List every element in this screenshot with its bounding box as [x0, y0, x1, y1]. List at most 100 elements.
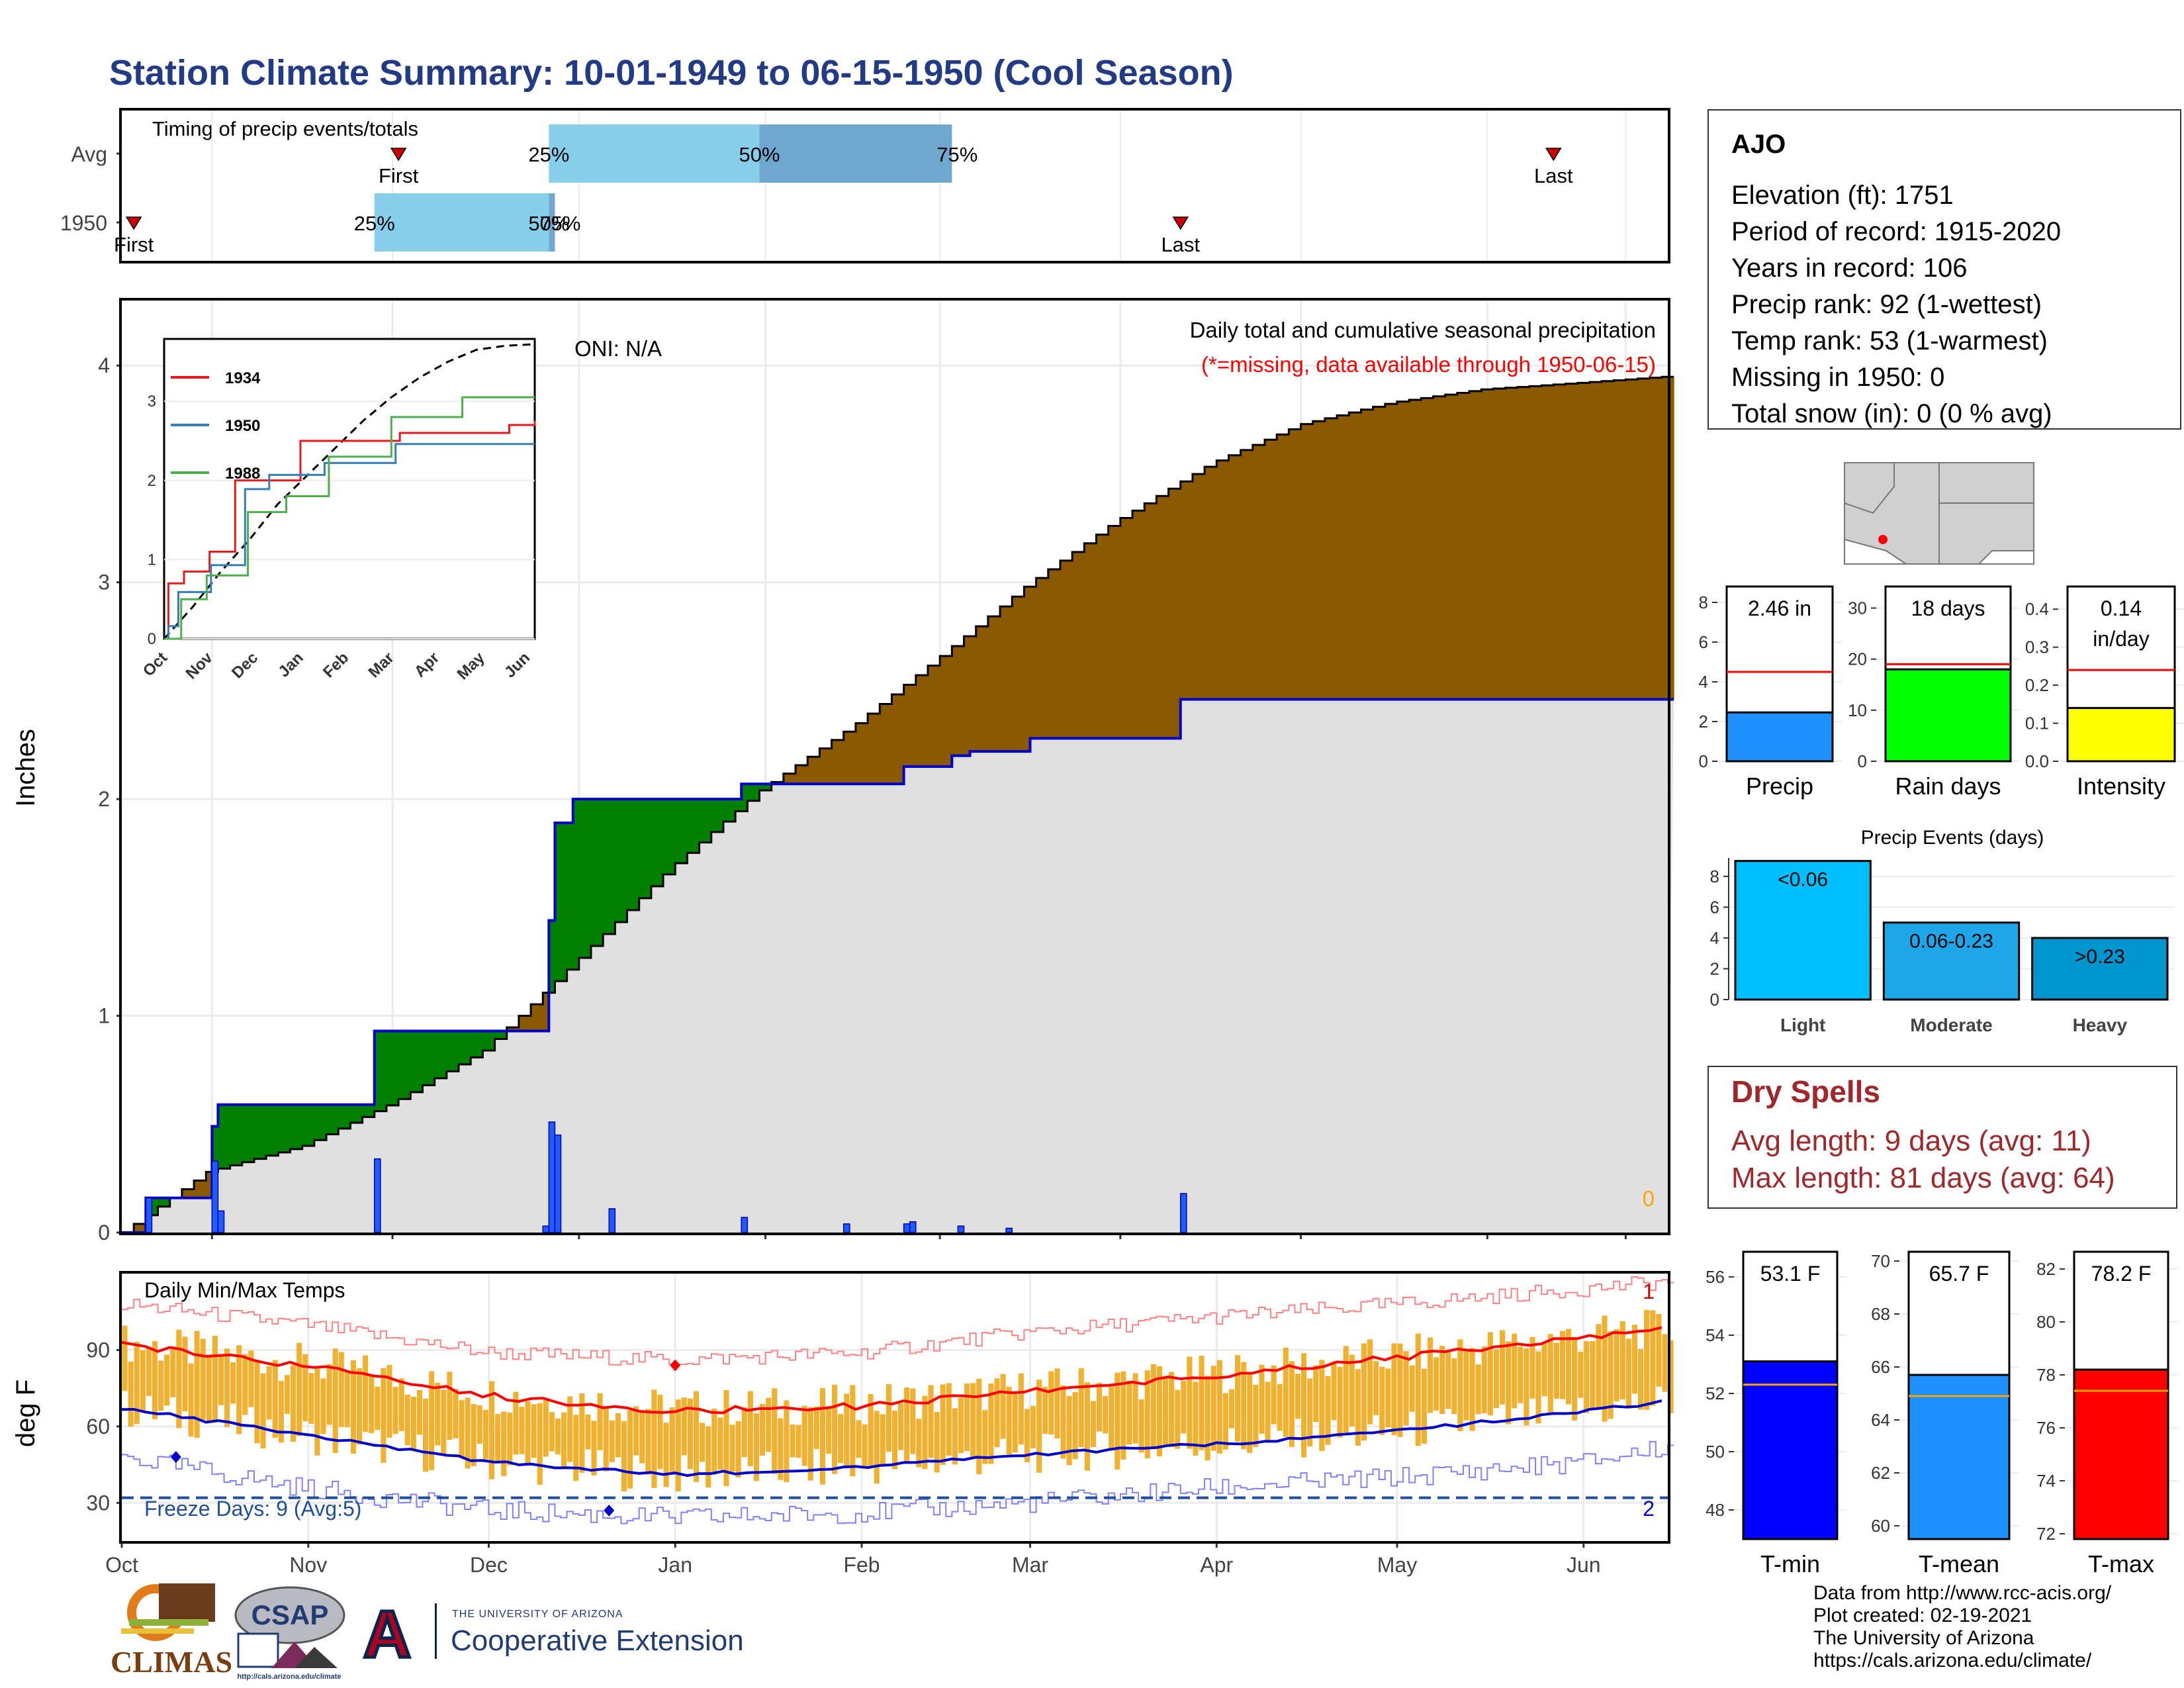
- daily-temp-bar: [1367, 1339, 1373, 1425]
- daily-temp-bar: [856, 1420, 862, 1458]
- daily-temp-bar: [819, 1388, 825, 1485]
- deficit-area: [1126, 518, 1133, 739]
- deficit-area: [1529, 386, 1536, 700]
- surplus-area: [266, 1104, 273, 1156]
- deficit-area: [807, 757, 814, 784]
- daily-temp-bar: [772, 1388, 778, 1474]
- surplus-area: [549, 920, 556, 993]
- timing-avg-first-marker: [390, 148, 407, 162]
- daily-temp-bar: [1493, 1349, 1499, 1408]
- deficit-area: [789, 773, 796, 784]
- footer-university: The University of Arizona: [1813, 1627, 2034, 1649]
- surplus-area: [699, 799, 706, 843]
- daily-precip-bar: [1180, 1193, 1187, 1233]
- dry-spells-max: Max length: 81 days (avg: 64): [1731, 1162, 2115, 1194]
- deficit-area: [891, 694, 899, 784]
- deficit-area: [1655, 377, 1662, 700]
- deficit-area: [1012, 596, 1019, 752]
- record-low-marker: [170, 1451, 181, 1464]
- daily-temp-bar: [398, 1378, 404, 1431]
- mini-y-tick-label: 6: [1699, 632, 1708, 652]
- daily-temp-bar: [1499, 1330, 1506, 1405]
- record-high-marker: [670, 1359, 681, 1372]
- daily-temp-bar: [988, 1383, 994, 1464]
- daily-temp-bar: [459, 1400, 465, 1457]
- daily-temp-bar: [1451, 1358, 1457, 1415]
- daily-temp-bar: [1409, 1365, 1415, 1412]
- coop-main-label: Cooperative Extension: [451, 1624, 744, 1657]
- surplus-area: [218, 1104, 225, 1169]
- deficit-area: [862, 723, 868, 784]
- daily-temp-bar: [387, 1365, 392, 1438]
- deficit-area: [1312, 421, 1320, 700]
- surplus-area: [627, 799, 634, 910]
- daily-temp-bar: [735, 1421, 741, 1478]
- daily-temp-bar: [369, 1376, 375, 1433]
- surplus-area: [236, 1104, 243, 1166]
- daily-temp-bar: [158, 1360, 164, 1411]
- daily-temp-bar: [784, 1400, 790, 1482]
- deficit-area: [1252, 445, 1259, 700]
- surplus-area: [621, 799, 628, 922]
- mini-y-tick-label: 4: [1699, 672, 1708, 692]
- daily-temp-bar: [296, 1342, 302, 1436]
- deficit-area: [1150, 503, 1157, 739]
- deficit-area: [1541, 385, 1548, 700]
- daily-temp-bar: [134, 1342, 140, 1425]
- daily-temp-bar: [1343, 1346, 1349, 1433]
- deficit-area: [1228, 455, 1236, 700]
- daily-temp-bar: [146, 1347, 152, 1396]
- daily-temp-bar: [1337, 1366, 1343, 1438]
- deficit-area: [1114, 526, 1121, 739]
- surplus-area: [741, 784, 748, 812]
- daily-temp-bar: [579, 1393, 585, 1473]
- surplus-area: [603, 799, 610, 934]
- daily-temp-bar: [982, 1410, 988, 1464]
- mini-bar-value-label: 78.2 F: [2091, 1262, 2152, 1286]
- daily-temp-bar: [1253, 1384, 1259, 1447]
- timing-avg-last-marker: [1545, 148, 1562, 162]
- timing-avg-first-label: First: [379, 164, 419, 187]
- deficit-area: [1625, 379, 1633, 700]
- daily-temp-bar: [495, 1414, 501, 1462]
- events-y-tick-label: 4: [1710, 928, 1719, 948]
- mini-y-tick-label: 76: [2036, 1418, 2056, 1438]
- daily-temp-bar: [886, 1383, 891, 1452]
- mini-chart-intensity: 0.0 0.1 0.2 0.3 0.4 0.14 in/day Intensity: [2025, 585, 2184, 800]
- surplus-area: [386, 1031, 393, 1105]
- temp-x-tick-label: Mar: [1012, 1553, 1048, 1577]
- daily-temp-bar: [375, 1386, 381, 1430]
- daily-temp-bar: [1638, 1348, 1644, 1410]
- daily-temp-bar: [1283, 1347, 1289, 1437]
- daily-temp-bar: [1481, 1346, 1487, 1413]
- daily-temp-bar: [1415, 1333, 1421, 1446]
- precip-events-chart: Precip Events (days) 0 2 4 6 8 <0.06 Light 0.06…: [1710, 827, 2174, 1035]
- daily-temp-bar: [1355, 1369, 1361, 1446]
- daily-precip-bar: [217, 1210, 225, 1233]
- daily-temp-bar: [1199, 1355, 1205, 1450]
- daily-temp-bar: [1060, 1385, 1066, 1459]
- deficit-area: [1559, 384, 1567, 700]
- deficit-area: [1415, 399, 1422, 700]
- deficit-area: [1180, 481, 1187, 700]
- daily-temp-bar: [633, 1406, 639, 1456]
- mini-y-tick-label: 68: [1871, 1304, 1890, 1324]
- ua-cooperative-extension-logo: A THE UNIVERSITY OF ARIZONA Cooperative …: [361, 1601, 743, 1667]
- daily-temp-bar: [1295, 1374, 1301, 1419]
- inset-series-line-1950: [164, 443, 535, 640]
- deficit-area: [796, 765, 802, 784]
- surplus-area: [597, 799, 604, 946]
- events-y-tick-label: 6: [1710, 897, 1719, 917]
- daily-temp-bar: [1319, 1360, 1325, 1452]
- daily-temp-bar: [1379, 1366, 1385, 1435]
- deficit-area: [1385, 404, 1392, 700]
- daily-temp-bar: [447, 1372, 453, 1440]
- deficit-area: [512, 1027, 520, 1031]
- daily-temp-bar: [1054, 1368, 1060, 1438]
- deficit-area: [801, 765, 808, 784]
- daily-temp-bar: [958, 1397, 964, 1454]
- timing-panel-border: [119, 108, 1670, 263]
- surplus-area: [344, 1104, 351, 1129]
- deficit-area: [874, 714, 880, 784]
